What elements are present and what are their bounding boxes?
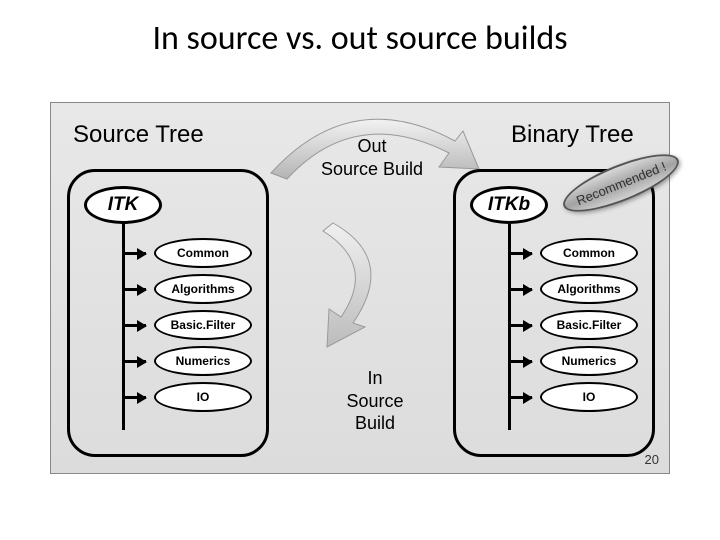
trunk-tail [508,418,511,430]
binary-tree-header: Binary Tree [511,121,634,149]
binary-root-node: ITKb [470,186,548,224]
binary-tree-trunk [508,224,511,430]
tree-connector [508,360,532,363]
tree-connector [122,252,146,255]
tree-connector [508,252,532,255]
out-source-build-label: OutSource Build [317,135,427,180]
tree-connector [508,288,532,291]
source-tree-trunk [122,224,125,430]
source-tree-header: Source Tree [73,121,204,149]
in-label-lines: InSourceBuild [346,368,403,433]
binary-child-io: IO [540,382,638,412]
out-label-line1: OutSource Build [321,136,423,179]
binary-child-common: Common [540,238,638,268]
tree-connector [122,288,146,291]
in-source-arrow-icon [293,215,413,355]
tree-connector [508,396,532,399]
diagram-area: Source Tree Binary Tree OutSource Build … [50,102,670,474]
source-child-algorithms: Algorithms [154,274,252,304]
source-child-basicfilter: Basic.Filter [154,310,252,340]
in-source-build-label: InSourceBuild [335,367,415,435]
tree-connector [508,324,532,327]
source-child-common: Common [154,238,252,268]
tree-connector [122,360,146,363]
binary-tree-box: ITKb Common Algorithms Basic.Filter Nume… [453,169,655,457]
tree-connector [122,324,146,327]
binary-child-numerics: Numerics [540,346,638,376]
source-root-node: ITK [84,186,162,224]
slide-title: In source vs. out source builds [0,0,720,69]
source-child-io: IO [154,382,252,412]
tree-connector [122,396,146,399]
binary-child-algorithms: Algorithms [540,274,638,304]
source-child-numerics: Numerics [154,346,252,376]
source-tree-box: ITK Common Algorithms Basic.Filter Numer… [67,169,269,457]
page-number: 20 [645,452,659,467]
binary-child-basicfilter: Basic.Filter [540,310,638,340]
trunk-tail [122,418,125,430]
